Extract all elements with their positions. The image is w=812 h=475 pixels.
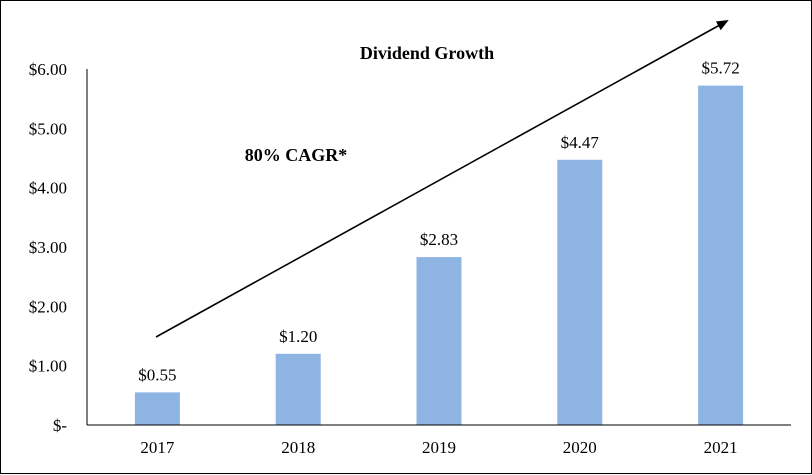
data-label-2021: $5.72: [701, 59, 739, 78]
data-label-2017: $0.55: [138, 365, 176, 384]
bars-layer: [134, 85, 744, 425]
data-labels-layer: $0.55 $1.20 $2.83 $4.47 $5.72: [138, 59, 739, 385]
data-label-2020: $4.47: [561, 133, 600, 152]
bar-2019: [416, 257, 462, 425]
bar-2021: [698, 85, 744, 425]
y-tick-label: $4.00: [29, 179, 67, 198]
data-label-2018: $1.20: [279, 327, 317, 346]
x-tick-label-2018: 2018: [281, 438, 315, 457]
x-tick-label-2019: 2019: [422, 438, 456, 457]
bar-2018: [275, 353, 321, 425]
cagr-annotation: 80% CAGR*: [245, 145, 348, 165]
x-tick-label-2020: 2020: [563, 438, 597, 457]
trend-arrow: [155, 20, 729, 338]
x-tick-label-2017: 2017: [140, 438, 175, 457]
y-tick-label: $3.00: [29, 238, 67, 257]
y-tick-label: $2.00: [29, 297, 67, 316]
data-label-2019: $2.83: [420, 230, 458, 249]
bar-2020: [557, 159, 603, 425]
chart-title: Dividend Growth: [360, 43, 494, 63]
y-axis: $- $1.00 $2.00 $3.00 $4.00 $5.00 $6.00: [29, 60, 88, 435]
y-tick-label: $5.00: [29, 119, 67, 138]
y-tick-label: $-: [53, 416, 68, 435]
y-tick-label: $6.00: [29, 60, 67, 79]
x-axis: 2017 2018 2019 2020 2021: [87, 424, 791, 457]
bar-2017: [134, 392, 180, 425]
y-tick-label: $1.00: [29, 357, 67, 376]
x-tick-label-2021: 2021: [704, 438, 738, 457]
